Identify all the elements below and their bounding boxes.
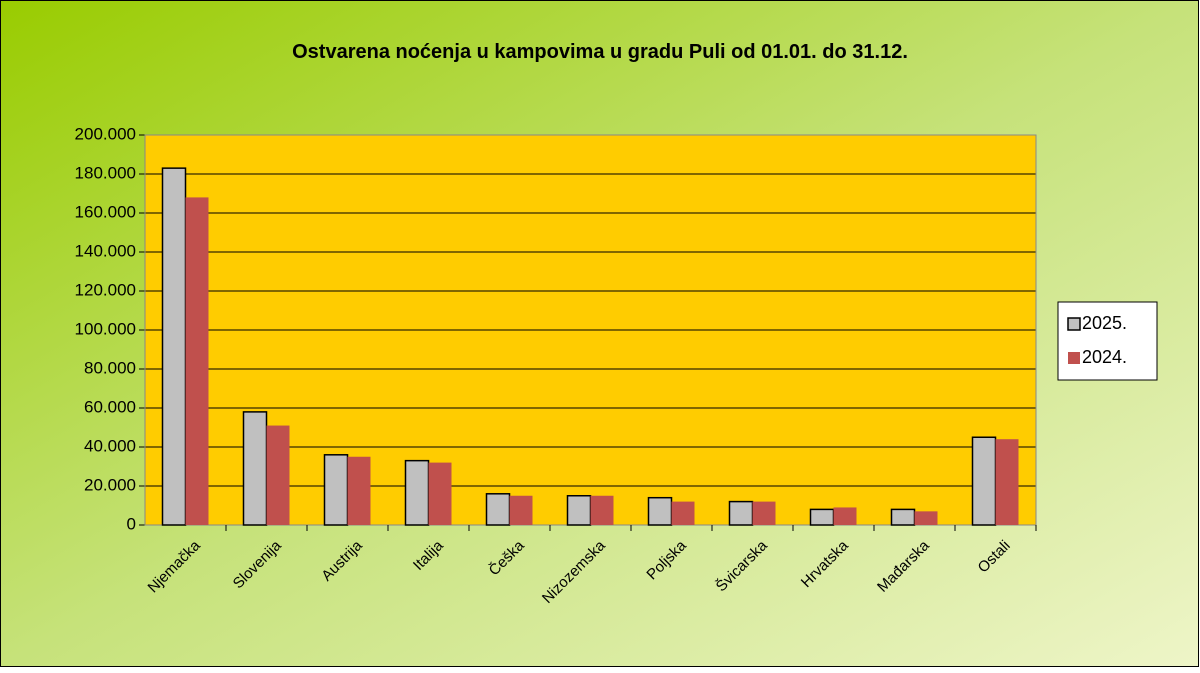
bar — [509, 495, 533, 525]
bar — [914, 511, 938, 525]
y-tick-label: 40.000 — [84, 436, 136, 455]
chart-title: Ostvarena noćenja u kampovima u gradu Pu… — [292, 41, 908, 63]
bar — [185, 197, 209, 525]
bar — [428, 462, 452, 525]
bar — [752, 501, 776, 525]
bar — [728, 500, 754, 526]
bar — [671, 501, 695, 525]
legend-swatch — [1068, 352, 1080, 364]
bar — [647, 496, 673, 526]
y-tick-label: 160.000 — [75, 202, 136, 221]
y-tick-label: 100.000 — [75, 319, 136, 338]
legend-box — [1057, 301, 1158, 381]
bar — [995, 439, 1019, 525]
y-tick-label: 120.000 — [75, 280, 136, 299]
y-tick-label: 200.000 — [75, 124, 136, 143]
legend-label: 2025. — [1082, 313, 1127, 333]
bar — [404, 459, 430, 526]
bar — [566, 495, 592, 526]
bar — [266, 425, 290, 525]
bar — [890, 508, 916, 526]
y-tick-label: 140.000 — [75, 241, 136, 260]
bar — [347, 456, 371, 525]
bar — [809, 508, 835, 526]
y-tick-label: 80.000 — [84, 358, 136, 377]
legend-swatch — [1067, 317, 1081, 331]
bar — [971, 436, 997, 526]
y-tick-label: 20.000 — [84, 475, 136, 494]
bar — [161, 167, 187, 526]
y-tick-label: 0 — [127, 514, 136, 533]
bar — [590, 495, 614, 525]
legend-label: 2024. — [1082, 347, 1127, 367]
bar — [323, 454, 349, 526]
bar — [242, 411, 268, 526]
y-tick-label: 60.000 — [84, 397, 136, 416]
y-tick-label: 180.000 — [75, 163, 136, 182]
bar — [485, 493, 511, 526]
bar — [833, 507, 857, 525]
